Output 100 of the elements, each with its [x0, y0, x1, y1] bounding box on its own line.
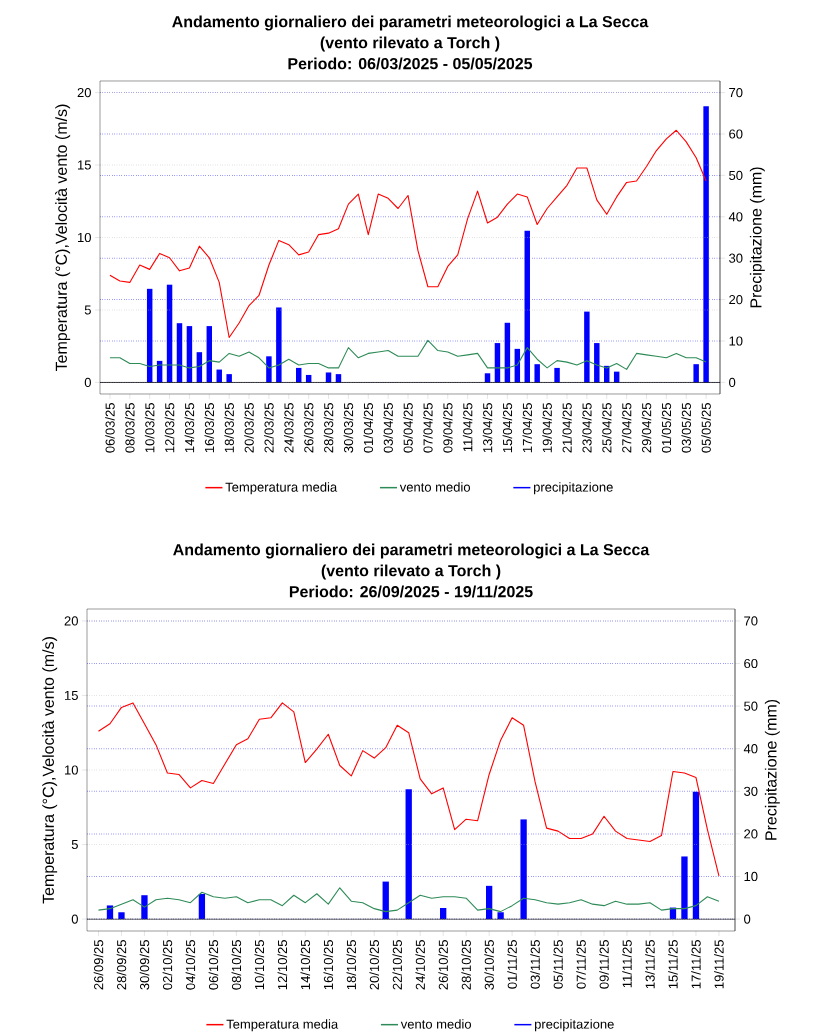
- x-tick-label: 03/04/25: [383, 403, 393, 453]
- legend-label: vento medio: [400, 1019, 472, 1029]
- x-tick-label: 30/09/25: [139, 940, 150, 990]
- x-tick-label: 25/04/25: [601, 403, 612, 453]
- bar: [276, 307, 282, 383]
- chart-subtitle: (vento rilevato a Torch ): [320, 36, 500, 52]
- y2-tick-label: 40: [728, 212, 743, 222]
- x-tick-label: 28/10/25: [461, 940, 471, 990]
- x-tick-label: 10/10/25: [254, 940, 265, 990]
- y2-tick-label: 20: [744, 829, 758, 839]
- x-tick-label: 17/11/25: [691, 940, 701, 989]
- y2-axis-title: Precipitazione (mm): [749, 167, 765, 308]
- x-tick-label: 21/04/25: [562, 403, 572, 453]
- y-tick-label: 5: [84, 305, 91, 315]
- x-tick-label: 13/04/25: [482, 403, 493, 453]
- y-axis-title: Temperatura (°C),Velocità vento (m/s): [42, 637, 58, 904]
- y2-tick-label: 50: [744, 701, 758, 711]
- legend-label: precipitazione: [534, 1019, 614, 1032]
- chart-subtitle: (vento rilevato a Torch ): [321, 564, 501, 580]
- x-tick-label: 27/04/25: [621, 403, 632, 453]
- x-tick-label: 08/10/25: [231, 940, 242, 990]
- x-tick-label: 01/11/25: [507, 940, 517, 989]
- x-tick-label: 01/04/25: [363, 403, 374, 453]
- x-tick-label: 02/10/25: [162, 940, 173, 990]
- y-tick-label: 15: [78, 160, 91, 170]
- text: Periodo: 06/03/2025 - 05/05/2025: [288, 57, 533, 70]
- y2-tick-label: 30: [744, 786, 758, 796]
- x-tick-label: 09/11/25: [599, 940, 609, 989]
- x-tick-label: 19/04/25: [542, 403, 552, 453]
- x-tick-label: 05/05/25: [701, 403, 711, 453]
- bar: [534, 364, 540, 383]
- y2-tick-label: 60: [729, 129, 743, 139]
- x-tick-label: 24/10/25: [415, 940, 425, 990]
- x-tick-label: 16/10/25: [323, 940, 334, 990]
- x-tick-label: 26/03/25: [303, 403, 314, 453]
- x-tick-label: 01/05/25: [661, 403, 672, 453]
- x-tick-label: 03/11/25: [530, 940, 540, 989]
- x-tick-label: 28/03/25: [323, 403, 334, 453]
- y-tick-label: 0: [84, 377, 91, 387]
- y2-tick-label: 70: [729, 87, 743, 98]
- y-axis-title: Temperatura (°C),Velocità vento (m/s): [55, 104, 71, 372]
- y2-tick-label: 20: [729, 294, 743, 305]
- x-tick-label: 24/03/25: [284, 403, 294, 453]
- legend-label: Temperatura media: [225, 482, 338, 495]
- bar: [520, 819, 527, 920]
- x-tick-label: 12/03/25: [164, 403, 175, 453]
- x-tick-label: 26/09/25: [93, 940, 104, 990]
- y-tick-label: 5: [71, 840, 78, 850]
- x-tick-label: 23/04/25: [582, 403, 592, 453]
- y2-tick-label: 0: [729, 377, 736, 387]
- y-tick-label: 20: [64, 616, 78, 626]
- bar: [484, 373, 491, 383]
- x-tick-label: 06/03/25: [105, 403, 115, 453]
- bar: [198, 893, 206, 920]
- y2-tick-label: 60: [744, 658, 758, 669]
- x-tick-label: 19/11/25: [714, 940, 724, 989]
- line-series: [109, 129, 707, 339]
- bar: [681, 856, 688, 920]
- y2-axis-title: Precipitazione (mm): [764, 699, 780, 840]
- y2-tick-label: 0: [744, 914, 751, 924]
- x-tick-label: 07/11/25: [576, 940, 586, 989]
- x-tick-label: 17/04/25: [522, 403, 533, 453]
- x-tick-label: 18/03/25: [224, 403, 234, 453]
- x-tick-label: 22/10/25: [392, 940, 402, 990]
- bar: [554, 367, 560, 383]
- y-tick-label: 15: [64, 690, 78, 700]
- y-tick-label: 0: [71, 914, 78, 924]
- line-series: [97, 887, 720, 913]
- x-tick-label: 10/03/25: [144, 403, 155, 453]
- x-tick-label: 20/10/25: [369, 940, 380, 990]
- y-tick-label: 10: [78, 232, 91, 243]
- legend-label: Temperatura media: [226, 1019, 339, 1032]
- x-tick-label: 03/05/25: [681, 403, 691, 453]
- x-tick-label: 28/09/25: [116, 940, 127, 990]
- y-tick-label: 10: [64, 765, 78, 775]
- y2-tick-label: 70: [744, 616, 758, 626]
- x-tick-label: 09/04/25: [442, 403, 453, 453]
- x-tick-label: 05/11/25: [553, 940, 563, 989]
- bar: [703, 106, 709, 383]
- y2-tick-label: 10: [729, 336, 743, 346]
- text: Periodo: 26/09/2025 - 19/11/2025: [289, 585, 533, 598]
- x-tick-label: 06/10/25: [208, 940, 219, 990]
- chart-title: Andamento giornaliero dei parametri meteorologici a La Secca: [172, 15, 649, 31]
- bar: [266, 356, 272, 383]
- bar: [118, 912, 125, 920]
- y2-tick-label: 10: [744, 871, 758, 882]
- x-tick-label: 30/10/25: [484, 940, 494, 990]
- x-tick-label: 05/04/25: [403, 403, 413, 453]
- y2-tick-label: 30: [729, 253, 743, 263]
- y2-tick-label: 50: [729, 170, 743, 180]
- bar: [141, 895, 148, 920]
- x-tick-label: 11/04/25: [462, 403, 473, 452]
- x-tick-label: 12/10/25: [277, 940, 288, 990]
- y-tick-label: 20: [77, 87, 91, 98]
- x-tick-label: 15/11/25: [668, 940, 678, 989]
- legend-label: precipitazione: [533, 482, 613, 495]
- x-tick-label: 26/10/25: [438, 940, 448, 990]
- bar: [325, 372, 332, 383]
- x-tick-label: 04/10/25: [185, 940, 196, 990]
- x-tick-label: 18/10/25: [346, 940, 357, 990]
